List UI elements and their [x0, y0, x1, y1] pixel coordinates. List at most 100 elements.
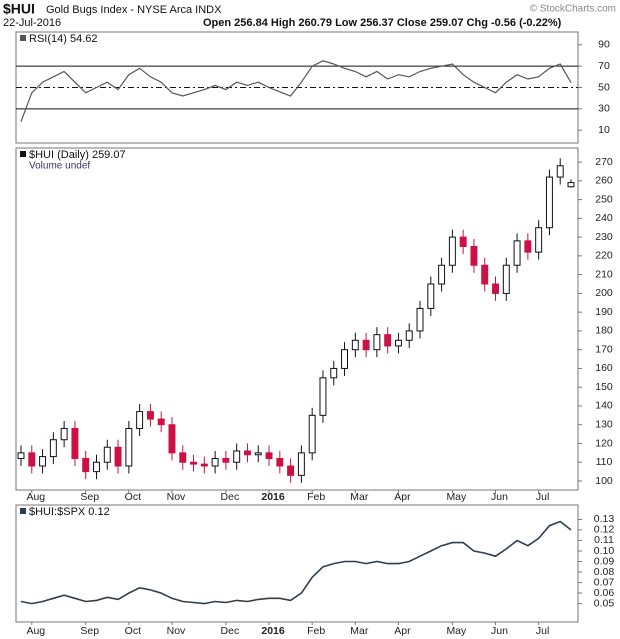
- y-tick-label: 220: [595, 250, 613, 262]
- x-tick-label: Mar: [350, 625, 369, 637]
- candle-body: [405, 330, 413, 341]
- panel-title: RSI(14) 54.62: [29, 33, 97, 45]
- x-tick-label: Oct: [125, 491, 141, 503]
- candle-body: [60, 427, 68, 441]
- candle-body: [351, 339, 359, 351]
- y-tick-label: 240: [595, 212, 613, 224]
- candle-body: [556, 165, 564, 178]
- candle-body: [190, 461, 198, 465]
- candle-body: [49, 439, 57, 458]
- x-tick-label: Dec: [221, 491, 240, 503]
- candle-body: [39, 456, 47, 467]
- x-tick-label: 2016: [261, 491, 285, 503]
- panel-title: $HUI (Daily) 259.07: [29, 149, 126, 161]
- candle-body: [330, 367, 338, 379]
- x-tick-label: Nov: [167, 625, 186, 637]
- candle-body: [427, 283, 435, 309]
- x-tick-label: Apr: [394, 625, 411, 637]
- y-tick-label: 140: [595, 400, 613, 412]
- candle-body: [211, 457, 219, 467]
- data-line: [20, 60, 572, 122]
- candle-body: [481, 264, 489, 285]
- y-tick-label: 0.12: [594, 524, 615, 536]
- candle-body: [136, 411, 144, 429]
- panel-subtitle: Volume undef: [29, 161, 90, 172]
- y-tick-label: 270: [595, 156, 613, 168]
- candle-body: [567, 182, 575, 188]
- x-tick-label: Mar: [350, 491, 369, 503]
- y-tick-label: 110: [596, 456, 613, 468]
- candle-body: [179, 452, 187, 463]
- candle-body: [103, 446, 111, 463]
- x-tick-label: Jul: [536, 491, 549, 503]
- candle-body: [93, 461, 100, 473]
- x-tick-label: Nov: [167, 491, 186, 503]
- y-tick-label: 200: [595, 287, 613, 299]
- y-tick-label: 190: [595, 306, 613, 318]
- panels: [15, 31, 579, 623]
- x-tick-label: Jun: [491, 625, 508, 637]
- price-panel: [15, 147, 579, 491]
- candle-body: [297, 452, 305, 476]
- y-tick-label: 0.10: [594, 545, 615, 557]
- x-tick-label: Feb: [307, 625, 325, 637]
- data-line: [20, 520, 572, 605]
- legend-swatch: [20, 151, 26, 157]
- candle-body: [341, 349, 349, 369]
- candle-body: [82, 457, 90, 473]
- y-tick-label: 0.06: [594, 587, 615, 599]
- y-tick-label: 130: [595, 418, 613, 430]
- candle-body: [287, 465, 295, 476]
- x-tick-label: Sep: [80, 491, 99, 503]
- candle-body: [146, 411, 154, 420]
- candle-body: [265, 452, 273, 459]
- candle-body: [28, 452, 36, 467]
- candle-body: [200, 463, 208, 467]
- candle-body: [308, 414, 316, 454]
- x-tick-label: Feb: [307, 491, 325, 503]
- x-tick-label: May: [446, 491, 467, 503]
- x-tick-label: 2016: [261, 625, 285, 637]
- date: 22-Jul-2016: [3, 17, 61, 29]
- y-tick-label: 0.07: [594, 576, 615, 588]
- y-tick-label: 120: [595, 437, 613, 449]
- candle-body: [276, 457, 284, 467]
- candle-body: [502, 264, 510, 294]
- candle-body: [394, 339, 402, 347]
- y-tick-label: 50: [598, 81, 610, 93]
- y-tick-label: 0.08: [594, 566, 615, 578]
- candle-body: [524, 240, 532, 253]
- candle-body: [416, 307, 424, 332]
- candle-body: [222, 457, 230, 463]
- y-tick-label: 70: [598, 60, 610, 72]
- panel-title: $HUI:$SPX 0.12: [29, 506, 110, 518]
- y-tick-label: 170: [595, 343, 613, 355]
- quote: Open 256.84 High 260.79 Low 256.37 Close…: [203, 17, 562, 29]
- x-tick-label: Aug: [26, 625, 45, 637]
- x-tick-label: Jun: [491, 491, 508, 503]
- candle-body: [125, 427, 133, 467]
- candle-body: [168, 424, 176, 454]
- candle-body: [373, 334, 381, 351]
- x-tick-label: Dec: [221, 625, 240, 637]
- legend-swatch: [20, 35, 26, 41]
- y-tick-label: 0.13: [594, 513, 615, 525]
- x-tick-label: May: [446, 625, 467, 637]
- ratio-panel: [15, 504, 579, 623]
- x-tick-label: Apr: [394, 491, 411, 503]
- candle-body: [17, 452, 25, 459]
- y-tick-label: 90: [598, 39, 610, 51]
- candle-body: [470, 245, 478, 266]
- candle-body: [535, 227, 543, 253]
- y-tick-label: 160: [595, 362, 613, 374]
- candle-body: [459, 236, 467, 247]
- y-tick-label: 0.09: [594, 555, 615, 567]
- candle-body: [114, 446, 122, 467]
- x-tick-label: Jul: [536, 625, 549, 637]
- index-name: Gold Bugs Index - NYSE Arca INDX: [46, 4, 222, 16]
- y-tick-label: 0.11: [594, 534, 614, 546]
- copyright: © StockCharts.com: [530, 4, 616, 15]
- candle-body: [448, 236, 456, 266]
- y-tick-label: 10: [598, 124, 610, 136]
